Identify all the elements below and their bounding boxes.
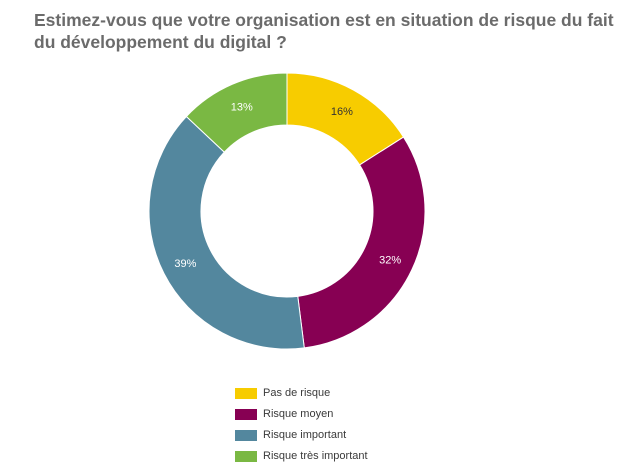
slice-risque-tr-s-important [185, 72, 288, 153]
legend-item: Risque important [235, 425, 368, 445]
slice-label-1: 32% [379, 255, 401, 267]
chart-title: Estimez-vous que votre organisation est … [34, 10, 614, 52]
legend-item: Risque très important [235, 446, 368, 466]
legend-swatch [235, 387, 257, 399]
legend-swatch [235, 408, 257, 420]
legend-label: Risque important [263, 429, 347, 441]
chart-legend: Pas de risque Risque moyen Risque importan… [235, 383, 368, 467]
slice-label-2: 39% [174, 258, 196, 270]
slice-label-3: 13% [231, 101, 253, 113]
slice-label-0: 16% [331, 106, 353, 118]
legend-label: Pas de risque [263, 387, 331, 399]
legend-label: Risque très important [263, 450, 368, 462]
donut-chart: 16% 32% 39% 13% [148, 72, 426, 350]
legend-item: Pas de risque [235, 383, 368, 403]
slice-risque-important [148, 115, 305, 350]
legend-label: Risque moyen [263, 408, 334, 420]
legend-item: Risque moyen [235, 404, 368, 424]
legend-swatch [235, 429, 257, 441]
legend-swatch [235, 450, 257, 462]
slice-risque-moyen [297, 136, 426, 349]
